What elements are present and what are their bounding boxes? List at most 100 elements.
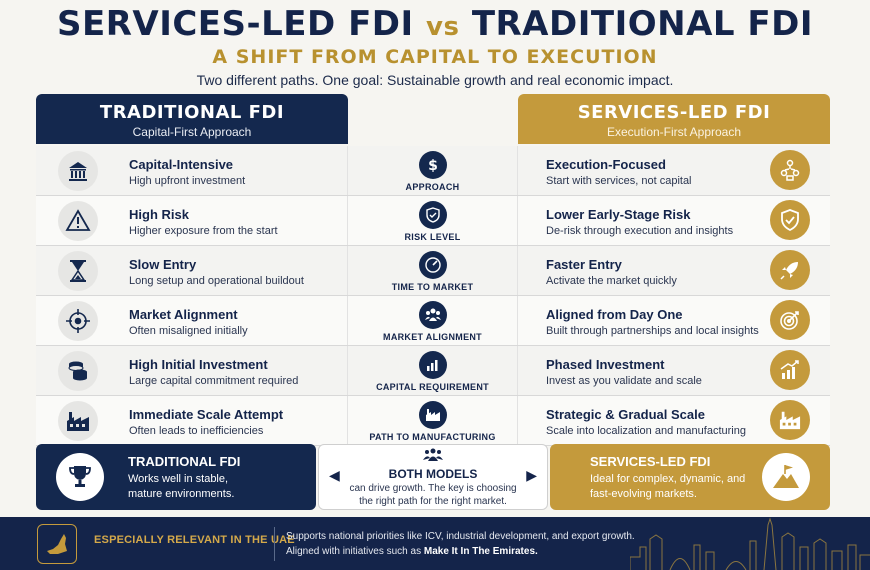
services-title: Lower Early-Stage Risk [546, 207, 691, 222]
page-subtitle: A SHIFT FROM CAPITAL TO EXECUTION [212, 46, 658, 68]
comparison-table: Capital-Intensive High upfront investment… [36, 146, 830, 446]
target-icon [770, 300, 810, 340]
traditional-desc: Long setup and operational buildout [129, 275, 304, 287]
traditional-cell: Slow Entry Long setup and operational bui… [36, 246, 348, 295]
services-cell: Faster Entry Activate the market quickly [518, 246, 830, 295]
dollar-icon: $ [418, 151, 447, 179]
criterion-label: APPROACH [405, 182, 460, 192]
traditional-header-subtitle: Capital-First Approach [132, 125, 252, 139]
traditional-desc: Often misaligned initially [129, 325, 248, 337]
traditional-cell: High Risk Higher exposure from the start [36, 196, 348, 245]
criterion-label: CAPITAL REQUIREMENT [376, 382, 489, 392]
services-title: Execution-Focused [546, 157, 666, 172]
services-header-title: SERVICES-LED FDI [577, 102, 771, 123]
traditional-title: High Risk [129, 207, 189, 222]
traditional-cell: Immediate Scale Attempt Often leads to in… [36, 396, 348, 445]
services-title: Strategic & Gradual Scale [546, 407, 705, 422]
traditional-title: Market Alignment [129, 307, 238, 322]
services-cell: Execution-Focused Start with services, no… [518, 146, 830, 195]
services-summary-title: SERVICES-LED FDI [590, 454, 711, 469]
chevron-left-icon: ◀ [329, 467, 340, 483]
uae-map-icon [37, 524, 77, 564]
criterion-cell: CAPITAL REQUIREMENT [348, 346, 518, 395]
criterion-cell: TIME TO MARKET [348, 246, 518, 295]
bar-chart-icon [418, 351, 447, 379]
services-cell: Strategic & Gradual Scale Scale into loca… [518, 396, 830, 445]
tagline: Two different paths. One goal: Sustainab… [196, 72, 674, 88]
criterion-cell: $ APPROACH [348, 146, 518, 195]
criterion-cell: PATH TO MANUFACTURING [348, 396, 518, 445]
comparison-row: Immediate Scale Attempt Often leads to in… [36, 396, 830, 446]
footer-line-2: Aligned with initiatives such as Make It… [286, 544, 635, 559]
both-models-box: ◀ ▶ BOTH MODELS can drive growth. The ke… [318, 444, 548, 510]
traditional-summary-body: Works well in stable, mature environment… [128, 473, 235, 500]
services-header-subtitle: Execution-First Approach [606, 125, 742, 139]
traditional-cell: High Initial Investment Large capital com… [36, 346, 348, 395]
skyline-illustration [630, 517, 870, 570]
warning-icon [58, 201, 98, 241]
chevron-right-icon: ▶ [526, 467, 537, 483]
footer-label: ESPECIALLY RELEVANT IN THE UAE [94, 534, 295, 546]
services-title: Aligned from Day One [546, 307, 683, 322]
services-desc: Invest as you validate and scale [546, 375, 702, 387]
people-icon [319, 448, 547, 467]
services-summary: SERVICES-LED FDI Ideal for complex, dyna… [550, 444, 830, 510]
traditional-summary: TRADITIONAL FDI Works well in stable, ma… [36, 444, 316, 510]
criterion-cell: RISK LEVEL [348, 196, 518, 245]
traditional-desc: Large capital commitment required [129, 375, 299, 387]
criterion-cell: MARKET ALIGNMENT [348, 296, 518, 345]
comparison-row: Slow Entry Long setup and operational bui… [36, 246, 830, 296]
traditional-header: TRADITIONAL FDI Capital-First Approach [36, 94, 348, 144]
traditional-title: Immediate Scale Attempt [129, 407, 284, 422]
speedometer-icon [418, 251, 447, 279]
title-vs: vs [426, 12, 460, 42]
traditional-title: Slow Entry [129, 257, 197, 272]
services-cell: Phased Investment Invest as you validate … [518, 346, 830, 395]
services-desc: Activate the market quickly [546, 275, 677, 287]
services-cell: Lower Early-Stage Risk De-risk through ex… [518, 196, 830, 245]
footer-line-2-prefix: Aligned with initiatives such as [286, 546, 424, 557]
rocket-icon [770, 250, 810, 290]
hourglass-icon [58, 251, 98, 291]
crosshair-icon [58, 301, 98, 341]
team-network-icon [770, 150, 810, 190]
growth-chart-icon [770, 350, 810, 390]
services-title: Faster Entry [546, 257, 622, 272]
footer-line-1: Supports national priorities like ICV, i… [286, 531, 635, 542]
comparison-row: Capital-Intensive High upfront investment… [36, 146, 830, 196]
services-desc: Start with services, not capital [546, 175, 692, 187]
services-summary-body: Ideal for complex, dynamic, and fast-evo… [590, 473, 746, 500]
traditional-header-title: TRADITIONAL FDI [99, 102, 285, 123]
factory-icon [58, 401, 98, 441]
people-icon [418, 301, 447, 329]
traditional-desc: Higher exposure from the start [129, 225, 278, 237]
criterion-label: RISK LEVEL [404, 232, 461, 242]
traditional-title: High Initial Investment [129, 357, 268, 372]
criterion-label: PATH TO MANUFACTURING [369, 432, 496, 442]
comparison-row: High Initial Investment Large capital com… [36, 346, 830, 396]
shield-icon [418, 201, 447, 229]
mountain-flag-icon [762, 453, 810, 501]
footer-banner: ESPECIALLY RELEVANT IN THE UAE Supports … [0, 517, 870, 570]
svg-text:$: $ [428, 158, 438, 173]
title-right: TRADITIONAL FDI [471, 4, 813, 44]
traditional-cell: Capital-Intensive High upfront investment [36, 146, 348, 195]
services-desc: De-risk through execution and insights [546, 225, 734, 237]
services-desc: Built through partnerships and local ins… [546, 325, 759, 337]
criterion-label: TIME TO MARKET [391, 282, 474, 292]
comparison-row: High Risk Higher exposure from the start … [36, 196, 830, 246]
footer-line-2-bold: Make It In The Emirates. [423, 546, 538, 557]
criterion-label: MARKET ALIGNMENT [383, 332, 482, 342]
both-models-title: BOTH MODELS [388, 467, 478, 481]
traditional-title: Capital-Intensive [129, 157, 234, 172]
footer-text: Supports national priorities like ICV, i… [286, 529, 635, 559]
services-desc: Scale into localization and manufacturin… [546, 425, 746, 437]
services-cell: Aligned from Day One Built through partne… [518, 296, 830, 345]
factory-icon [418, 401, 447, 429]
traditional-cell: Market Alignment Often misaligned initial… [36, 296, 348, 345]
comparison-row: Market Alignment Often misaligned initial… [36, 296, 830, 346]
shield-check-icon [770, 200, 810, 240]
coins-icon [58, 351, 98, 391]
both-models-body: can drive growth. The key is choosing th… [349, 483, 517, 507]
bank-icon [58, 151, 98, 191]
